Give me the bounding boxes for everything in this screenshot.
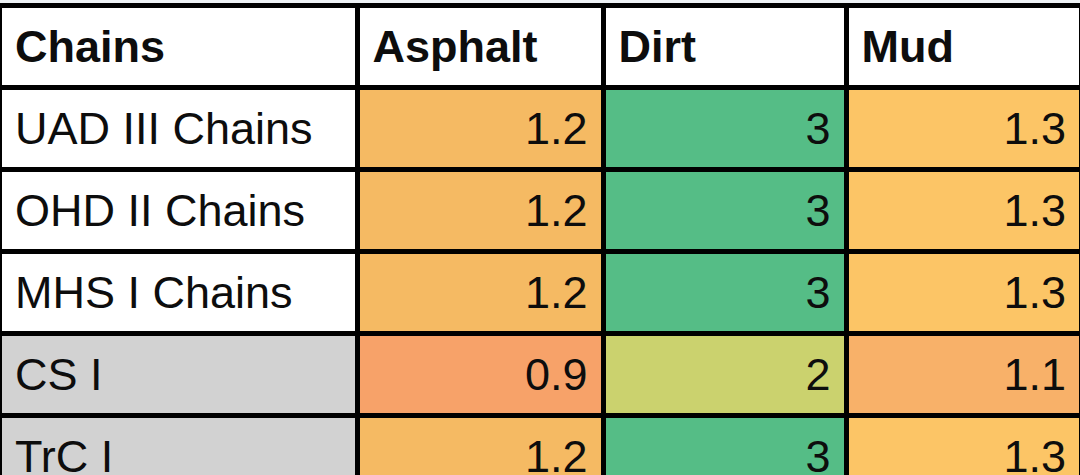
value-cell-asphalt: 1.2 <box>357 170 603 252</box>
column-header-dirt: Dirt <box>603 6 846 88</box>
row-label-cell: MHS I Chains <box>1 252 357 334</box>
table-body: UAD III Chains 1.2 3 1.3 OHD II Chains 1… <box>1 88 1080 475</box>
value-cell-mud: 1.3 <box>846 416 1080 475</box>
value-cell-mud: 1.3 <box>846 88 1080 170</box>
value-cell-asphalt: 1.2 <box>357 88 603 170</box>
value-cell-asphalt: 1.2 <box>357 252 603 334</box>
value-cell-mud: 1.3 <box>846 252 1080 334</box>
value-cell-mud: 1.3 <box>846 170 1080 252</box>
row-label-cell: CS I <box>1 334 357 416</box>
table-row: UAD III Chains 1.2 3 1.3 <box>1 88 1080 170</box>
chains-stats-table: Chains Asphalt Dirt Mud UAD III Chains 1… <box>0 3 1080 475</box>
row-label-cell: OHD II Chains <box>1 170 357 252</box>
table-row: CS I 0.9 2 1.1 <box>1 334 1080 416</box>
column-header-asphalt: Asphalt <box>357 6 603 88</box>
value-cell-dirt: 2 <box>603 334 846 416</box>
column-header-chains: Chains <box>1 6 357 88</box>
row-label-cell: UAD III Chains <box>1 88 357 170</box>
value-cell-dirt: 3 <box>603 88 846 170</box>
header-row: Chains Asphalt Dirt Mud <box>1 6 1080 88</box>
value-cell-dirt: 3 <box>603 170 846 252</box>
table-row: OHD II Chains 1.2 3 1.3 <box>1 170 1080 252</box>
row-label-cell: TrC I <box>1 416 357 475</box>
value-cell-dirt: 3 <box>603 252 846 334</box>
table-row: TrC I 1.2 3 1.3 <box>1 416 1080 475</box>
value-cell-mud: 1.1 <box>846 334 1080 416</box>
value-cell-dirt: 3 <box>603 416 846 475</box>
column-header-mud: Mud <box>846 6 1080 88</box>
value-cell-asphalt: 0.9 <box>357 334 603 416</box>
value-cell-asphalt: 1.2 <box>357 416 603 475</box>
table-row: MHS I Chains 1.2 3 1.3 <box>1 252 1080 334</box>
